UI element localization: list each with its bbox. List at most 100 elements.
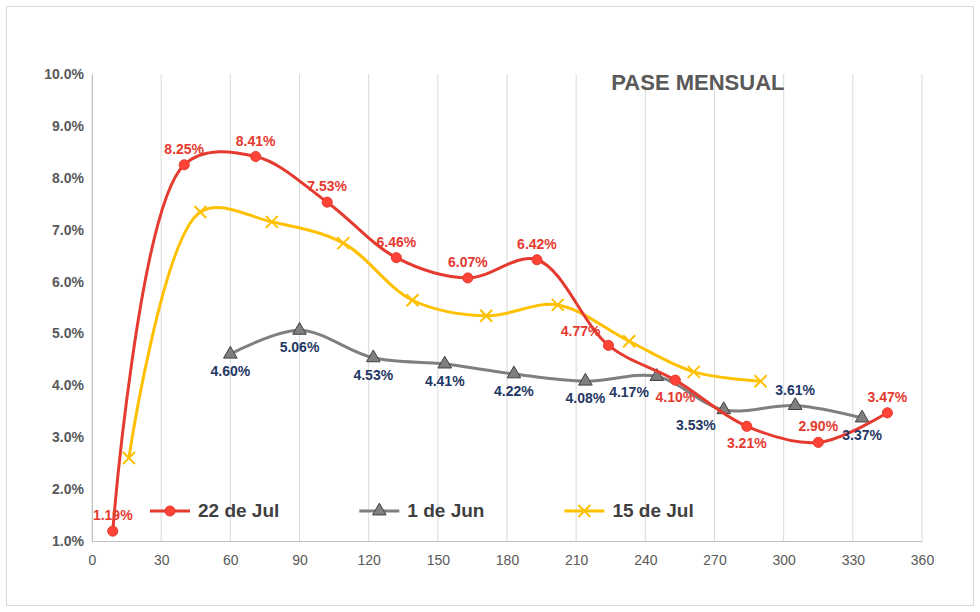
point-group <box>623 335 635 347</box>
y-tick-label: 2.0% <box>52 481 84 497</box>
x-tick-label: 150 <box>427 552 451 568</box>
data-label: 8.41% <box>236 133 276 149</box>
data-label: 3.21% <box>727 435 767 451</box>
legend-marker <box>165 506 175 516</box>
point <box>224 346 238 358</box>
point-group <box>670 375 680 385</box>
legend-label: 1 de Jun <box>407 500 484 521</box>
point-group <box>882 408 892 418</box>
point-group <box>855 410 869 422</box>
y-tick-label: 3.0% <box>52 429 84 445</box>
grid-line <box>714 74 715 541</box>
x-tick: 150 <box>427 541 451 568</box>
grid-line <box>576 74 577 541</box>
point <box>293 322 307 334</box>
point <box>366 350 380 362</box>
data-label: 4.08% <box>566 390 606 406</box>
x-tick-label: 60 <box>223 552 239 568</box>
y-tick: 6.0% <box>52 274 92 290</box>
x-tick: 60 <box>223 541 239 568</box>
y-tick-label: 9.0% <box>52 118 84 134</box>
grid-line <box>852 74 853 541</box>
x-tick-label: 30 <box>154 552 170 568</box>
point <box>507 366 521 378</box>
point <box>123 452 135 464</box>
y-tick: 4.0% <box>52 377 92 393</box>
data-label: 4.41% <box>425 373 465 389</box>
point <box>406 294 418 306</box>
point-group <box>337 237 349 249</box>
legend-entry: 22 de Jul <box>150 500 279 521</box>
x-tick-label: 180 <box>496 552 520 568</box>
grid-line <box>92 74 93 541</box>
x-tick: 300 <box>772 541 796 568</box>
data-label: 8.25% <box>164 141 204 157</box>
point-group <box>179 160 189 170</box>
legend-label: 15 de Jul <box>612 500 693 521</box>
data-label: 3.53% <box>676 417 716 433</box>
y-tick: 7.0% <box>52 222 92 238</box>
y-tick-label: 5.0% <box>52 325 84 341</box>
x-tick-label: 0 <box>89 552 97 568</box>
y-tick: 9.0% <box>52 118 92 134</box>
grid <box>92 74 922 541</box>
y-tick-label: 1.0% <box>52 533 84 549</box>
point <box>266 216 278 228</box>
title: PASE MENSUAL <box>611 70 784 95</box>
point <box>742 421 752 431</box>
point <box>194 206 206 218</box>
series-line <box>129 207 761 458</box>
x-tick-label: 240 <box>634 552 658 568</box>
y-axis-line <box>92 75 93 542</box>
y-tick-label: 7.0% <box>52 222 84 238</box>
y-tick: 5.0% <box>52 325 92 341</box>
point <box>463 273 473 283</box>
point <box>882 408 892 418</box>
y-tick: 2.0% <box>52 481 92 497</box>
plot: 03060901201501802102402703003303601.0%2.… <box>44 66 934 568</box>
data-label: 4.10% <box>655 389 695 405</box>
data-label: 2.90% <box>798 418 838 434</box>
grid-line <box>230 74 231 541</box>
y-tick-label: 10.0% <box>44 66 84 82</box>
y-axis: 1.0% 2.0% 3.0% 4.0% 5.0% 6.0% 7.0% 8.0% 9.0% 10.0… <box>44 66 92 549</box>
point <box>480 310 492 322</box>
y-tick-label: 4.0% <box>52 377 84 393</box>
data-label: 6.42% <box>517 236 557 252</box>
point-group <box>532 255 542 265</box>
point <box>108 526 118 536</box>
chart: 03060901201501802102402703003303601.0%2.… <box>0 0 980 612</box>
legend-marker-shape <box>165 506 175 516</box>
series-line <box>230 330 862 418</box>
point <box>179 160 189 170</box>
data-labels: 1.19%8.25%8.41%7.53%6.46%6.07%6.42%4.77%… <box>93 133 908 524</box>
data-label: 4.60% <box>210 363 250 379</box>
data-label: 4.17% <box>609 384 649 400</box>
point <box>813 437 823 447</box>
point-group <box>266 216 278 228</box>
point <box>755 375 767 387</box>
data-label: 7.53% <box>307 178 347 194</box>
x-tick: 210 <box>565 541 589 568</box>
point-group <box>463 273 473 283</box>
data-label: 4.22% <box>494 383 534 399</box>
point <box>251 151 261 161</box>
data-label: 5.06% <box>280 339 320 355</box>
y-tick: 8.0% <box>52 170 92 186</box>
y-tick: 10.0% <box>44 66 92 82</box>
x-axis-line <box>93 541 923 542</box>
legend-marker-shape <box>373 503 387 515</box>
x-tick-label: 210 <box>565 552 589 568</box>
legend-entry: 15 de Jul <box>564 500 693 521</box>
point <box>532 255 542 265</box>
legend-marker-shape <box>578 505 590 517</box>
point-group <box>123 452 135 464</box>
x-tick-label: 120 <box>357 552 381 568</box>
data-label: 4.53% <box>353 367 393 383</box>
y-tick: 3.0% <box>52 429 92 445</box>
point-group <box>391 253 401 263</box>
grid-line <box>922 74 923 541</box>
point <box>322 197 332 207</box>
x-tick: 0 <box>89 541 97 568</box>
point-group <box>788 398 802 410</box>
